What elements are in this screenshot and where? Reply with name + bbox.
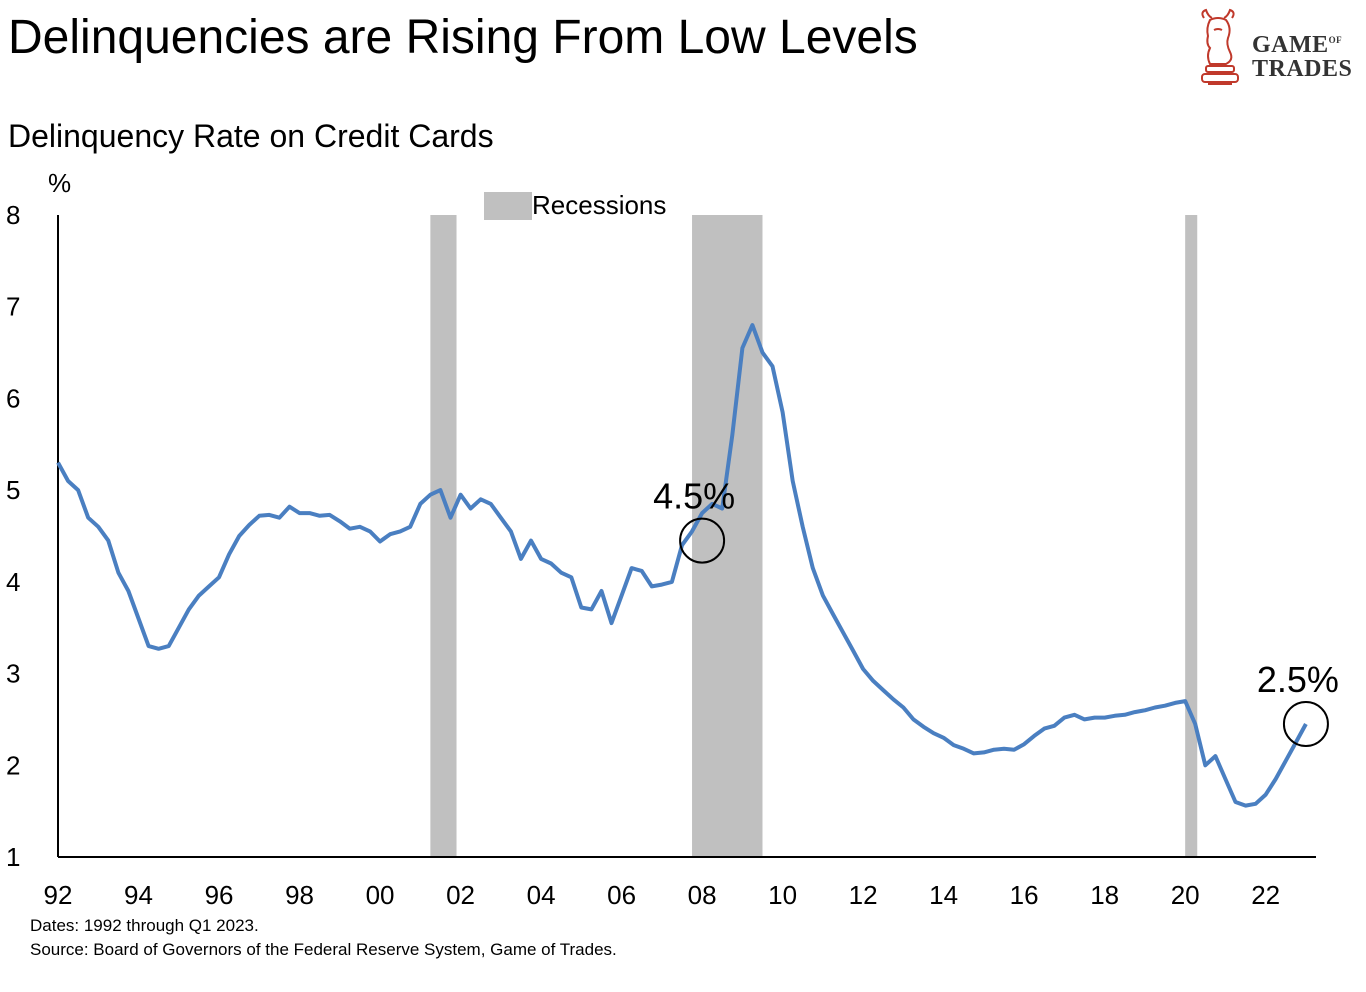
annotation-label-1: 4.5% — [653, 476, 735, 517]
brand-logo: GAMEOF TRADES — [1196, 8, 1356, 92]
x-tick-label: 12 — [849, 880, 878, 910]
logo-line1: GAME — [1252, 32, 1329, 58]
y-tick-label: 8 — [6, 200, 20, 230]
x-tick-label: 16 — [1010, 880, 1039, 910]
series-layer — [56, 323, 1308, 808]
x-tick-label: 98 — [285, 880, 314, 910]
annotation-circle-1 — [679, 517, 726, 564]
logo-wordmark: GAMEOF TRADES — [1252, 28, 1352, 81]
x-tick-label: 00 — [366, 880, 395, 910]
recession-band-1 — [430, 215, 457, 857]
annotation-circle-2 — [1282, 701, 1329, 748]
x-tick-label: 04 — [527, 880, 556, 910]
x-tick-label: 92 — [44, 880, 73, 910]
x-tick-label: 20 — [1171, 880, 1200, 910]
x-tick-label: 10 — [768, 880, 797, 910]
x-tick-label: 22 — [1251, 880, 1280, 910]
footnote-dates: Dates: 1992 through Q1 2023. — [30, 916, 259, 935]
y-tick-label: 3 — [6, 659, 20, 689]
y-tick-label: 7 — [6, 292, 20, 322]
legend-label-recessions: Recessions — [532, 190, 666, 220]
recession-band-2 — [692, 215, 763, 857]
y-tick-label: 2 — [6, 750, 20, 780]
annotation-label-2: 2.5% — [1257, 659, 1339, 700]
y-axis-unit-label: % — [48, 168, 71, 198]
annotations: 4.5% 2.5% — [653, 476, 1339, 748]
x-tick-label: 02 — [446, 880, 475, 910]
y-tick-label: 4 — [6, 567, 20, 597]
footnote-source: Source: Board of Governors of the Federa… — [30, 940, 617, 959]
logo-line2: TRADES — [1252, 56, 1353, 82]
x-tick-label: 08 — [688, 880, 717, 910]
logo-line1-small: OF — [1328, 35, 1343, 45]
y-tick-label: 1 — [6, 842, 20, 872]
x-tick-label: 18 — [1090, 880, 1119, 910]
recession-bands — [430, 215, 1198, 857]
page-title: Delinquencies are Rising From Low Levels — [8, 11, 918, 64]
bull-chess-knight-icon — [1201, 8, 1239, 85]
x-tick-label: 96 — [205, 880, 234, 910]
y-tick-label: 5 — [6, 475, 20, 505]
legend-swatch-recessions — [484, 192, 532, 220]
legend: Recessions — [484, 190, 666, 220]
chart-subtitle: Delinquency Rate on Credit Cards — [8, 118, 494, 154]
x-tick-label: 14 — [929, 880, 958, 910]
x-tick-label: 94 — [124, 880, 153, 910]
y-tick-label: 6 — [6, 383, 20, 413]
recession-band-3 — [1185, 215, 1198, 857]
series-line-1 — [56, 323, 1308, 808]
x-tick-label: 06 — [607, 880, 636, 910]
